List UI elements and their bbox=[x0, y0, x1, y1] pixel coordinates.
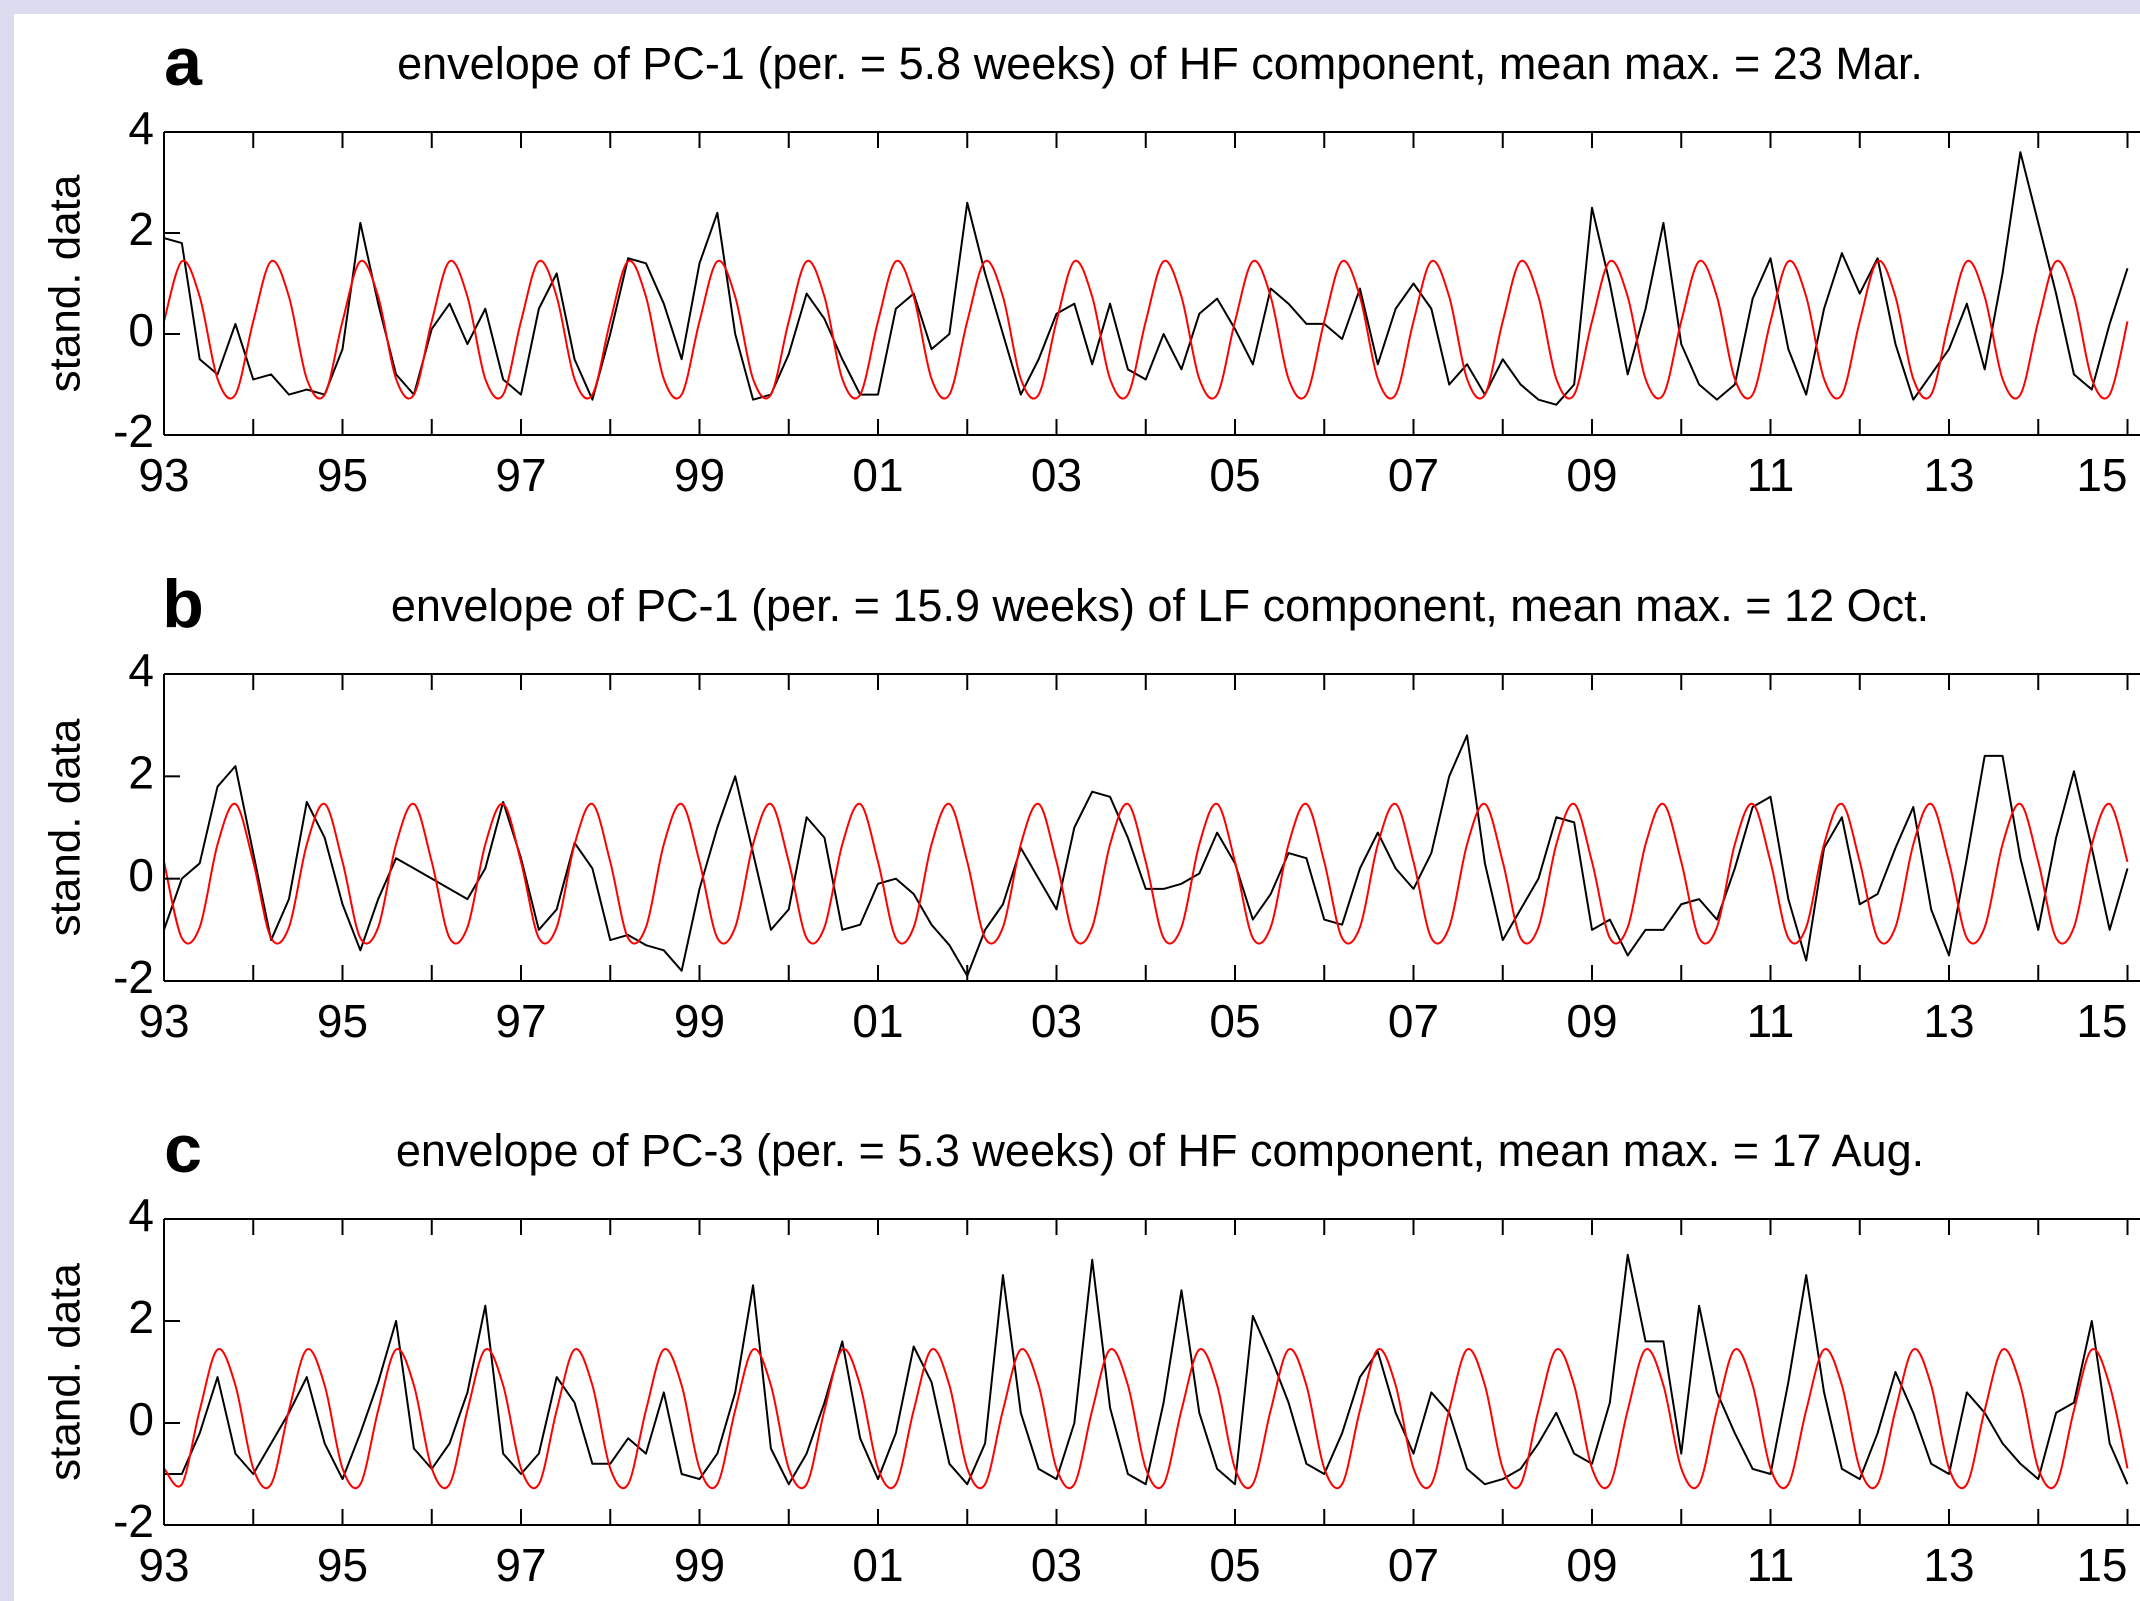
plot-lines bbox=[164, 1253, 2129, 1490]
x-tick-label: 15 bbox=[2076, 995, 2127, 1047]
data-line bbox=[164, 1253, 2129, 1486]
x-tick-label: 95 bbox=[317, 995, 368, 1047]
y-tick-label: 0 bbox=[128, 849, 154, 901]
panel-title: envelope of PC-1 (per. = 15.9 weeks) of … bbox=[391, 580, 1929, 631]
data-line bbox=[164, 151, 2129, 406]
y-tick-label: -2 bbox=[113, 951, 154, 1003]
x-tick-label: 09 bbox=[1566, 449, 1617, 501]
y-tick-label: 2 bbox=[128, 203, 154, 255]
x-tick-label: 97 bbox=[495, 1539, 546, 1591]
x-tick-label: 05 bbox=[1209, 995, 1260, 1047]
x-tick-label: 01 bbox=[852, 449, 903, 501]
y-tick-label: 0 bbox=[128, 1393, 154, 1445]
x-tick-label: 07 bbox=[1388, 449, 1439, 501]
panel: b envelope of PC-1 (per. = 15.9 weeks) of… bbox=[41, 566, 2140, 1047]
panel-letter: c bbox=[164, 1111, 202, 1187]
x-tick-label: 15 bbox=[2076, 1539, 2127, 1591]
x-tick-label: 03 bbox=[1031, 449, 1082, 501]
y-tick-label: 0 bbox=[128, 304, 154, 356]
x-tick-label: 13 bbox=[1923, 995, 1974, 1047]
y-axis-label: stand. data bbox=[41, 1263, 90, 1481]
y-tick-label: 2 bbox=[128, 746, 154, 798]
y-tick-label: -2 bbox=[113, 1495, 154, 1547]
panel: c envelope of PC-3 (per. = 5.3 weeks) of … bbox=[41, 1111, 2140, 1591]
x-tick-label: 97 bbox=[495, 995, 546, 1047]
panel-letter: a bbox=[164, 24, 203, 100]
x-tick-label: 09 bbox=[1566, 995, 1617, 1047]
y-tick-label: -2 bbox=[113, 405, 154, 457]
x-tick-label: 99 bbox=[674, 995, 725, 1047]
x-tick-label: 11 bbox=[1747, 1539, 1795, 1591]
x-tick-label: 99 bbox=[674, 1539, 725, 1591]
x-tick-label: 95 bbox=[317, 1539, 368, 1591]
x-tick-label: 05 bbox=[1209, 449, 1260, 501]
panel: a envelope of PC-1 (per. = 5.8 weeks) of … bbox=[41, 24, 2140, 501]
plot-lines bbox=[164, 734, 2129, 977]
x-tick-label: 01 bbox=[852, 995, 903, 1047]
y-tick-label: 4 bbox=[128, 1189, 154, 1241]
x-tick-label: 11 bbox=[1747, 449, 1795, 501]
x-tick-label: 97 bbox=[495, 449, 546, 501]
x-tick-label: 01 bbox=[852, 1539, 903, 1591]
y-tick-label: 4 bbox=[128, 644, 154, 696]
y-tick-label: 2 bbox=[128, 1291, 154, 1343]
x-tick-label: 07 bbox=[1388, 1539, 1439, 1591]
panel-title: envelope of PC-3 (per. = 5.3 weeks) of H… bbox=[396, 1125, 1924, 1176]
panel-letter: b bbox=[162, 566, 204, 642]
x-tick-label: 93 bbox=[138, 995, 189, 1047]
x-tick-label: 13 bbox=[1923, 449, 1974, 501]
x-tick-label: 15 bbox=[2076, 449, 2127, 501]
x-tick-label: 93 bbox=[138, 449, 189, 501]
x-tick-label: 07 bbox=[1388, 995, 1439, 1047]
panel-title: envelope of PC-1 (per. = 5.8 weeks) of H… bbox=[397, 38, 1923, 89]
y-tick-label: 4 bbox=[128, 102, 154, 154]
figure-background bbox=[14, 14, 2140, 1601]
fit-line bbox=[164, 259, 2129, 400]
y-axis-label: stand. data bbox=[41, 174, 90, 392]
fit-line bbox=[164, 802, 2129, 945]
y-axis-label: stand. data bbox=[41, 718, 90, 936]
x-tick-label: 05 bbox=[1209, 1539, 1260, 1591]
x-tick-label: 95 bbox=[317, 449, 368, 501]
fit-line bbox=[164, 1348, 2129, 1490]
plot-lines bbox=[164, 151, 2129, 406]
x-tick-label: 11 bbox=[1747, 995, 1795, 1047]
x-tick-label: 03 bbox=[1031, 1539, 1082, 1591]
x-tick-label: 13 bbox=[1923, 1539, 1974, 1591]
x-tick-label: 03 bbox=[1031, 995, 1082, 1047]
x-tick-label: 99 bbox=[674, 449, 725, 501]
x-tick-label: 93 bbox=[138, 1539, 189, 1591]
x-tick-label: 09 bbox=[1566, 1539, 1617, 1591]
